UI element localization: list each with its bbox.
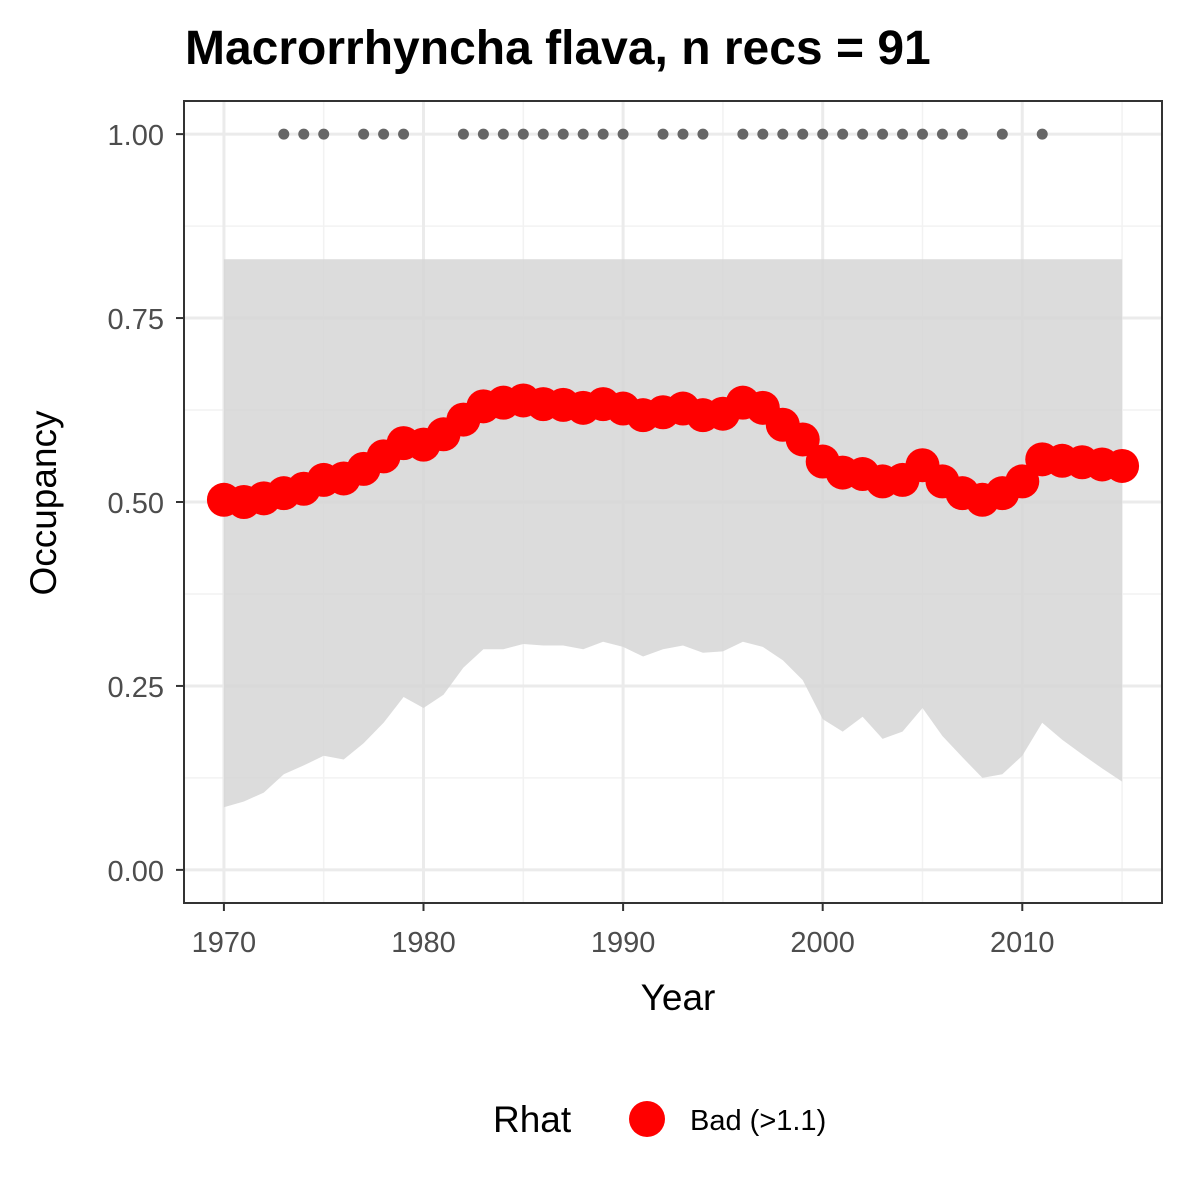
x-tick-label: 1970 [192,927,257,959]
record-year-point [477,128,489,140]
record-year-point [298,128,310,140]
x-tick-label: 2000 [790,927,855,959]
record-year-point [617,128,629,140]
record-year-point [597,128,609,140]
record-year-point [996,128,1008,140]
record-year-point [457,128,469,140]
record-year-point [677,128,689,140]
record-year-point [857,128,869,140]
record-year-point [497,128,509,140]
record-year-point [1036,128,1048,140]
y-axis-title: Occupancy [23,410,64,596]
y-tick-label: 1.00 [108,120,164,152]
chart-title: Macrorrhyncha flava, n recs = 91 [185,22,931,75]
record-year-point [817,128,829,140]
x-tick-label: 1990 [591,927,656,959]
y-tick-label: 0.25 [108,672,164,704]
y-tick-label: 0.00 [108,856,164,888]
record-year-point [897,128,909,140]
legend-key-bad [629,1101,665,1137]
occupancy-point [785,422,820,457]
record-year-point [318,128,330,140]
x-tick-label: 2010 [990,927,1055,959]
legend-title: Rhat [493,1099,572,1140]
record-year-point [517,128,529,140]
record-year-point [398,128,410,140]
record-year-point [557,128,569,140]
record-year-point [757,128,769,140]
record-year-point [278,128,290,140]
record-year-point [877,128,889,140]
occupancy-point [1005,464,1040,499]
x-tick-label: 1980 [391,927,456,959]
y-tick-label: 0.50 [108,488,164,520]
record-year-point [358,128,370,140]
y-tick-label: 0.75 [108,304,164,336]
record-year-point [777,128,789,140]
record-year-point [537,128,549,140]
occupancy-point [1105,448,1140,483]
record-year-point [936,128,948,140]
legend-label-bad: Bad (>1.1) [690,1105,826,1137]
legend: Rhat Bad (>1.1) [493,1099,826,1140]
record-year-point [697,128,709,140]
record-year-point [657,128,669,140]
record-year-point [378,128,390,140]
record-year-point [916,128,928,140]
credible-interval-ribbon [223,259,1123,808]
record-year-point [737,128,749,140]
record-year-point [797,128,809,140]
x-axis-title: Year [641,977,716,1018]
record-year-point [577,128,589,140]
record-year-point [956,128,968,140]
plot-area: 1970 1980 1990 2000 2010 0.00 0.25 0.50 0.75 1.00 [108,100,1163,959]
record-year-point [837,128,849,140]
